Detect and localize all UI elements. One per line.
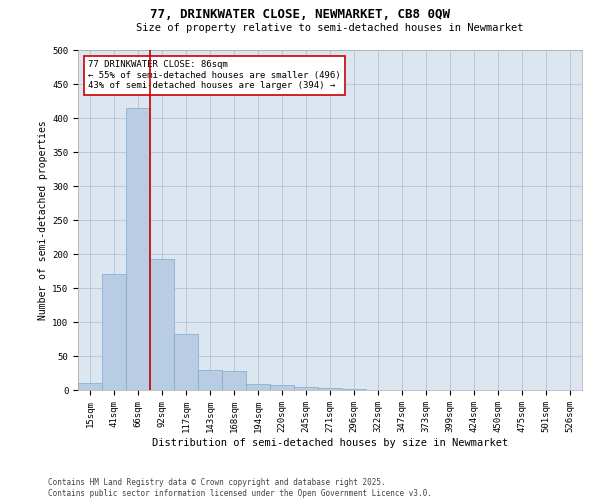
Bar	[222, 371, 246, 390]
Y-axis label: Number of semi-detached properties: Number of semi-detached properties	[38, 120, 48, 320]
Bar	[126, 108, 150, 390]
Bar	[150, 259, 174, 390]
Bar	[246, 384, 270, 390]
Bar	[198, 370, 222, 390]
Bar	[78, 383, 102, 390]
Title: Size of property relative to semi-detached houses in Newmarket: Size of property relative to semi-detach…	[136, 22, 524, 32]
Text: Contains HM Land Registry data © Crown copyright and database right 2025.
Contai: Contains HM Land Registry data © Crown c…	[48, 478, 432, 498]
Bar	[294, 386, 318, 390]
Bar	[270, 384, 294, 390]
Text: 77, DRINKWATER CLOSE, NEWMARKET, CB8 0QW: 77, DRINKWATER CLOSE, NEWMARKET, CB8 0QW	[150, 8, 450, 20]
Text: 77 DRINKWATER CLOSE: 86sqm
← 55% of semi-detached houses are smaller (496)
43% o: 77 DRINKWATER CLOSE: 86sqm ← 55% of semi…	[88, 60, 341, 90]
X-axis label: Distribution of semi-detached houses by size in Newmarket: Distribution of semi-detached houses by …	[152, 438, 508, 448]
Bar	[318, 388, 342, 390]
Bar	[102, 274, 126, 390]
Bar	[174, 334, 198, 390]
